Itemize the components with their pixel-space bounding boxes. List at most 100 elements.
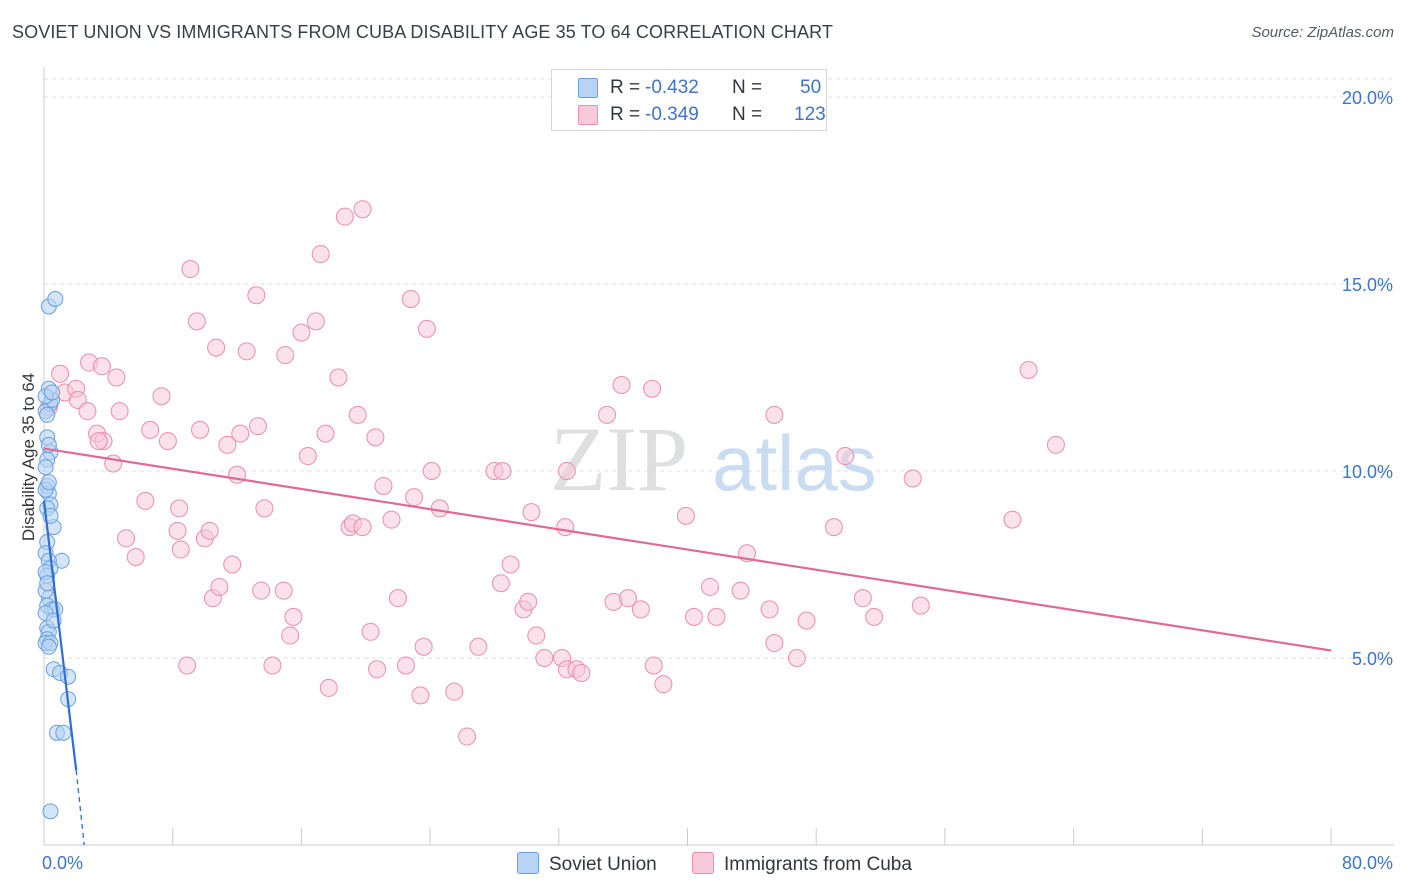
soviet-point [60,668,77,685]
soviet-point [47,290,64,307]
tick-labels: 5.0% 10.0% 15.0% 20.0% 0.0% 80.0% [42,88,1393,873]
cuba-point [911,596,930,615]
cuba-point [836,447,855,466]
cuba-point [361,622,380,641]
soviet-trend-extension [75,770,85,846]
legend-r-label: R = [610,104,641,125]
legend-r-value: -0.349 [645,104,699,125]
cuba-point [1046,435,1065,454]
cuba-point [598,405,617,424]
cuba-point [187,312,206,331]
cuba-point [311,245,330,264]
y-tick-label: 10.0% [1342,462,1393,482]
cuba-point [207,338,226,357]
cuba-point [572,663,591,682]
cuba-point [643,379,662,398]
watermark-zip: ZIP [550,408,688,510]
cuba-point [787,649,806,667]
cuba-point [252,581,271,600]
cuba-point [618,589,637,608]
cuba-point [316,424,335,443]
cuba-point [281,626,300,645]
cuba-point [168,521,187,540]
cuba-point [329,368,348,387]
cuba-trend-line [43,447,1332,652]
cuba-point [374,476,393,495]
cuba-point [684,607,703,626]
cuba-point [335,207,354,226]
cuba-point [382,510,401,529]
cuba-point [248,417,267,436]
legend-n-label: N = [732,104,763,125]
cuba-point [760,600,779,619]
y-axis-label: Disability Age 35 to 64 [19,373,38,541]
y-tick-label: 5.0% [1352,649,1393,669]
cuba-point [276,346,295,365]
cuba-point [263,656,282,675]
cuba-point [527,626,546,645]
cuba-point [223,555,242,574]
cuba-point [701,577,720,596]
soviet-point [39,406,56,423]
cuba-point [797,611,816,630]
cuba-point [401,289,420,308]
cuba-point [903,469,922,488]
cuba-point [231,424,250,443]
cuba-point [110,402,129,421]
chart-title: SOVIET UNION VS IMMIGRANTS FROM CUBA DIS… [12,22,833,42]
immigrants-from-cuba-label: Immigrants from Cuba [724,854,912,875]
soviet-point [40,474,57,491]
cuba-point [654,675,673,694]
bottom-legend-immigrants-from-cuba: Immigrants from Cuba [692,852,912,876]
legend-r-label: R = [610,77,641,98]
cuba-point [1003,510,1022,529]
cuba-point [824,518,843,537]
cuba-point [368,660,387,679]
cuba-point [247,286,266,305]
legend-n-value: 50 [800,77,822,98]
cuba-point [411,686,430,705]
cuba-point [92,357,111,376]
cuba-point [388,589,407,608]
cuba-point [191,420,210,439]
cuba-point [445,682,464,701]
x-tick-label-max: 80.0% [1342,853,1393,873]
cuba-point [218,435,237,454]
soviet-trend-line [42,500,78,771]
cuba-point [237,342,256,361]
cuba-point [644,656,663,675]
cuba-point [366,428,385,447]
trend-lines [42,447,1332,846]
cuba-point [255,499,274,518]
cuba-point [210,577,229,596]
legend-r-value: -0.432 [645,77,699,98]
cuba-point [469,637,488,656]
cuba-point [707,607,726,626]
watermark-atlas: atlas [712,419,877,507]
cuba-point [353,518,372,537]
cuba-point [292,323,311,342]
cuba-point [136,491,155,510]
legend-n-value: 123 [794,104,826,125]
cuba-point [78,402,97,421]
cuba-point [535,649,554,667]
cuba-point [519,592,538,611]
cuba-point [458,727,477,746]
cuba-point [117,529,136,548]
soviet-union-swatch [578,78,598,98]
cuba-point [853,589,872,608]
cuba-point [1019,361,1038,380]
cuba-point [306,312,325,331]
cuba-point [765,634,784,653]
watermark: ZIP atlas [550,408,877,510]
soviet-point [37,459,54,476]
cuba-point [405,488,424,507]
cuba-point [158,432,177,451]
immigrants-from-cuba-swatch [578,105,598,125]
cuba-point [348,405,367,424]
soviet-point [42,803,59,820]
cuba-point [274,581,293,600]
cuba-point [676,506,695,525]
cuba-point [765,405,784,424]
